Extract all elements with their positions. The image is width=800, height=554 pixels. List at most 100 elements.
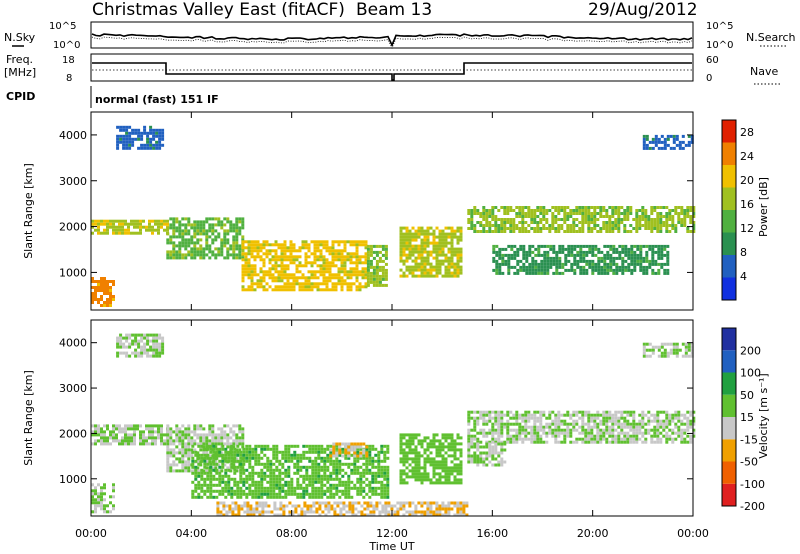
power-cell — [497, 224, 501, 227]
power-cell — [453, 268, 457, 272]
velocity-cell — [178, 436, 182, 440]
velocity-cell — [317, 462, 321, 466]
power-cell — [657, 244, 661, 248]
velocity-cell — [438, 466, 442, 470]
velocity-cell — [166, 436, 169, 440]
power-cell — [352, 240, 356, 244]
power-cell — [286, 267, 290, 271]
velocity-cell — [230, 450, 234, 454]
velocity-cell — [476, 437, 480, 441]
velocity-cell — [473, 454, 477, 458]
power-cell — [355, 261, 359, 265]
power-cell — [561, 265, 565, 269]
power-cell — [346, 276, 350, 280]
velocity-cell — [590, 425, 594, 429]
power-cell — [355, 279, 359, 283]
velocity-cell — [290, 444, 294, 448]
velocity-cell — [290, 489, 294, 493]
velocity-cell — [344, 480, 348, 484]
velocity-cell — [187, 433, 191, 437]
velocity-cell — [383, 459, 387, 463]
velocity-cell — [503, 440, 507, 444]
power-cell — [91, 301, 94, 304]
velocity-cell — [275, 465, 279, 469]
power-cell — [152, 143, 156, 147]
velocity-cell — [248, 471, 252, 475]
velocity-cell — [196, 442, 200, 446]
velocity-cell — [315, 501, 319, 505]
velocity-cell — [205, 451, 209, 455]
power-cell — [408, 241, 412, 245]
power-cell — [485, 209, 489, 212]
velocity-cell — [248, 465, 252, 469]
velocity-cell — [393, 513, 397, 517]
power-cell — [495, 271, 499, 275]
velocity-cell — [226, 439, 230, 443]
velocity-cell — [500, 422, 504, 426]
power-cell — [214, 253, 218, 257]
power-cell — [450, 232, 454, 236]
power-cell — [355, 264, 359, 268]
velocity-cell — [473, 451, 477, 455]
velocity-cell — [447, 478, 451, 482]
velocity-cell — [426, 436, 430, 440]
velocity-cell — [438, 445, 442, 449]
velocity-cell — [467, 428, 471, 432]
power-cell — [352, 282, 356, 286]
power-cell — [689, 230, 693, 233]
velocity-cell — [269, 474, 273, 478]
velocity-cell — [641, 440, 645, 444]
velocity-cell — [371, 480, 375, 484]
velocity-cell — [278, 486, 282, 490]
power-cell — [259, 258, 263, 262]
power-cell — [645, 250, 649, 254]
velocity-cell — [365, 492, 369, 496]
velocity-cell — [239, 480, 243, 484]
velocity-cell — [470, 445, 474, 449]
velocity-cell — [533, 437, 537, 441]
velocity-cell — [414, 513, 418, 517]
velocity-cell — [227, 450, 231, 454]
velocity-cell — [438, 507, 442, 511]
power-cell — [548, 230, 552, 233]
velocity-cell — [366, 504, 370, 508]
power-cell — [316, 288, 320, 292]
velocity-cell — [497, 413, 501, 417]
power-cell — [325, 267, 329, 271]
power-cell — [522, 265, 526, 269]
velocity-cell — [686, 410, 690, 414]
power-cell — [190, 235, 194, 239]
power-cell — [161, 131, 165, 135]
velocity-cell — [420, 481, 424, 485]
velocity-cell — [224, 456, 228, 460]
power-cell — [546, 268, 550, 272]
velocity-cell — [665, 422, 669, 426]
velocity-cell — [187, 463, 191, 467]
velocity-cell — [290, 477, 294, 481]
power-cell — [621, 247, 625, 251]
power-cell — [358, 285, 362, 289]
power-cell — [435, 226, 439, 230]
velocity-cell — [91, 492, 94, 496]
power-cell — [262, 273, 266, 277]
velocity-cell — [656, 425, 660, 429]
power-cell — [253, 258, 257, 262]
power-cell — [500, 218, 504, 221]
velocity-cell — [384, 507, 388, 511]
velocity-cell — [233, 471, 237, 475]
power-cell — [331, 249, 335, 253]
velocity-cell — [294, 504, 298, 508]
velocity-cell — [420, 442, 424, 446]
velocity-cell — [130, 433, 133, 437]
velocity-cell — [590, 437, 594, 441]
power-cell — [447, 247, 451, 251]
velocity-cell — [617, 410, 621, 414]
date-label: 29/Aug/2012 — [588, 0, 698, 20]
velocity-cell — [432, 475, 436, 479]
velocity-cell — [112, 507, 115, 511]
power-cell — [498, 256, 502, 260]
velocity-cell — [175, 430, 179, 434]
velocity-cell — [296, 483, 300, 487]
power-cell — [137, 137, 141, 141]
power-cell — [681, 146, 685, 150]
